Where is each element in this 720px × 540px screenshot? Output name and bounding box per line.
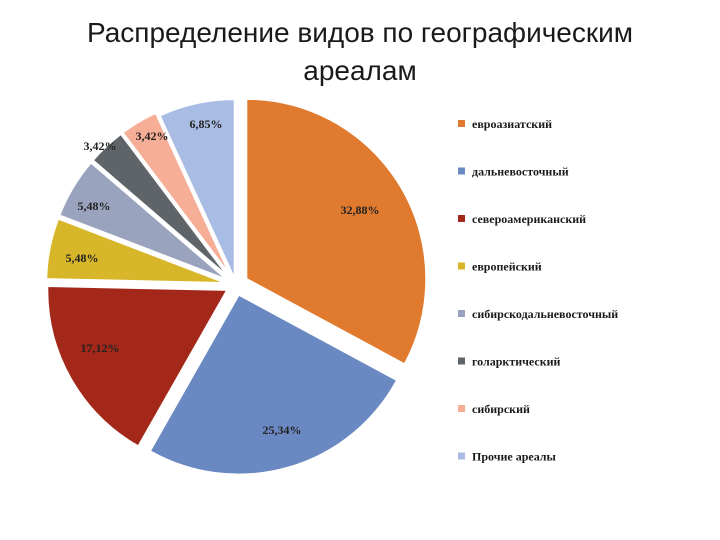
legend-label: сибирский [472,402,530,416]
slice-data-label: 32,88% [341,203,380,217]
slice-data-label: 25,34% [263,423,302,437]
pie-slice [245,97,428,366]
legend-label: голарктический [472,355,561,369]
legend-swatch [458,405,465,412]
legend-label: дальневосточный [472,165,569,179]
legend-swatch [458,167,465,175]
legend-swatch [458,310,465,317]
legend-label: европейский [472,260,542,274]
slice-data-label: 3,42% [136,129,169,143]
chart-title-line2: ареалам [303,55,417,86]
legend-label: североамериканский [472,212,586,226]
legend-label: Прочие ареалы [472,450,557,464]
slice-data-label: 17,12% [81,341,120,355]
pie-slice [58,161,229,281]
chart-title-line1: Распределение видов по географическим [86,17,634,48]
slice-data-label: 5,48% [78,199,111,213]
pie-slice [148,293,399,476]
pie-slice [91,132,230,279]
legend-label: сибирскодальневосточный [472,307,618,321]
pie-slice [158,98,236,280]
chart-title: Распределение видов по географическим ар… [0,14,720,90]
pie-slice [46,284,229,448]
slice-data-label: 6,85% [190,117,223,131]
legend-swatch [458,262,465,270]
legend-swatch [458,120,465,127]
slice-data-label: 3,42% [84,139,117,153]
legend-label: евроазиатский [472,117,552,131]
legend-swatch [458,452,465,460]
slice-data-label: 5,48% [66,251,99,265]
legend-swatch [458,357,465,365]
legend-swatch [458,215,465,222]
pie-slice [45,217,227,285]
pie-slice [121,111,232,278]
